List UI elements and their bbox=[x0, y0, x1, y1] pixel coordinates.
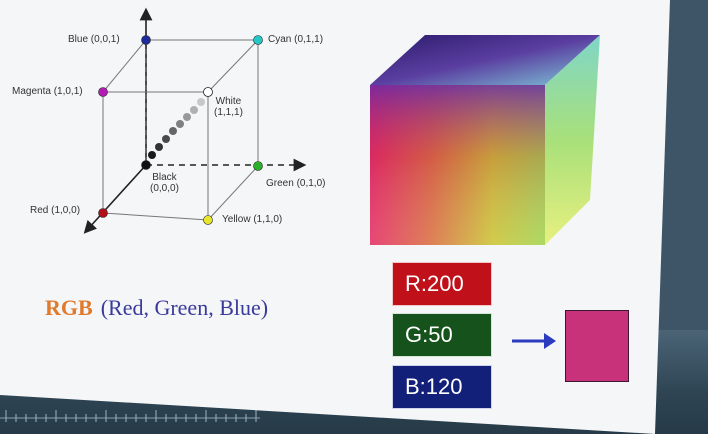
vertex-yellow bbox=[203, 215, 213, 225]
label-yellow: Yellow (1,1,0) bbox=[222, 214, 283, 225]
label-white: White (1,1,1) bbox=[214, 96, 243, 118]
color-cube-render bbox=[370, 35, 600, 245]
vertex-cyan bbox=[253, 35, 263, 45]
rgb-cube-diagram bbox=[83, 7, 307, 234]
label-green: Green (0,1,0) bbox=[266, 178, 326, 189]
label-blue: Blue (0,0,1) bbox=[68, 34, 120, 45]
rgb-title: RGB (Red, Green, Blue) bbox=[45, 295, 268, 321]
vertex-red bbox=[98, 208, 108, 218]
vertex-white bbox=[203, 87, 213, 97]
vertex-magenta bbox=[98, 87, 108, 97]
label-black: Black (0,0,0) bbox=[150, 172, 179, 194]
ruler-ticks bbox=[0, 410, 260, 422]
channel-blue-box: B:120 bbox=[392, 365, 492, 409]
right-arrow-icon bbox=[512, 333, 556, 349]
slide: Blue (0,0,1) Cyan (0,1,1) Magenta (1,0,1… bbox=[0, 0, 670, 434]
gray-diagonal bbox=[148, 98, 205, 159]
vertex-black bbox=[141, 160, 151, 170]
vertex-green bbox=[253, 161, 263, 171]
label-magenta: Magenta (1,0,1) bbox=[12, 86, 83, 97]
axis-x bbox=[83, 164, 147, 234]
rgb-acronym: RGB bbox=[45, 295, 93, 320]
result-color-swatch bbox=[565, 310, 629, 382]
channel-green-box: G:50 bbox=[392, 313, 492, 357]
channel-red-box: R:200 bbox=[392, 262, 492, 306]
cube-edges bbox=[102, 39, 259, 221]
label-cyan: Cyan (0,1,1) bbox=[268, 34, 324, 45]
vertex-blue bbox=[141, 35, 151, 45]
label-red: Red (1,0,0) bbox=[30, 205, 81, 216]
rgb-expansion: (Red, Green, Blue) bbox=[100, 295, 269, 320]
